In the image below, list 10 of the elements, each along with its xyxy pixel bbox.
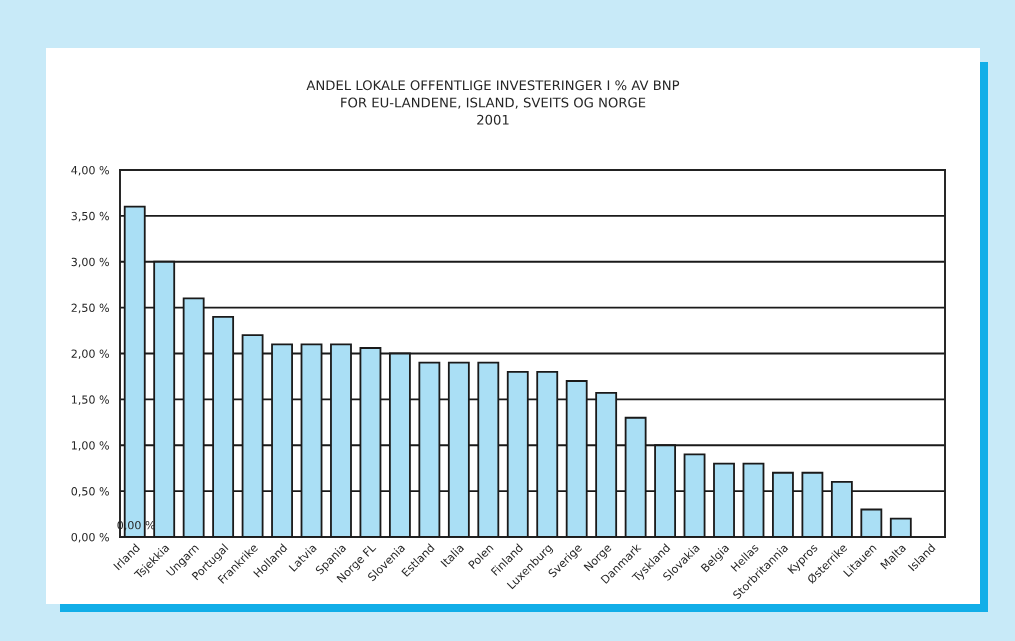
y-tick-label: 2,50 % (71, 303, 109, 314)
y-tick-label: 4,00 % (71, 165, 109, 176)
y-tick-label: 0,00 % (71, 532, 109, 543)
y-tick-label: 3,00 % (71, 257, 109, 268)
y-tick-label: 1,00 % (71, 441, 109, 451)
y-tick-label: 0,50 % (71, 487, 109, 497)
y-tick-label: 2,00 % (71, 349, 109, 360)
y-tick-label: 3,50 % (71, 211, 109, 222)
chart-title: ANDEL LOKALE OFFENTLIGE INVESTERINGER I % AV BNP FOR EU-LANDENE, ISLAND, SVEITS OG NORGE 2001 (306, 80, 680, 125)
y-tick-label: 1,50 % (71, 395, 109, 405)
